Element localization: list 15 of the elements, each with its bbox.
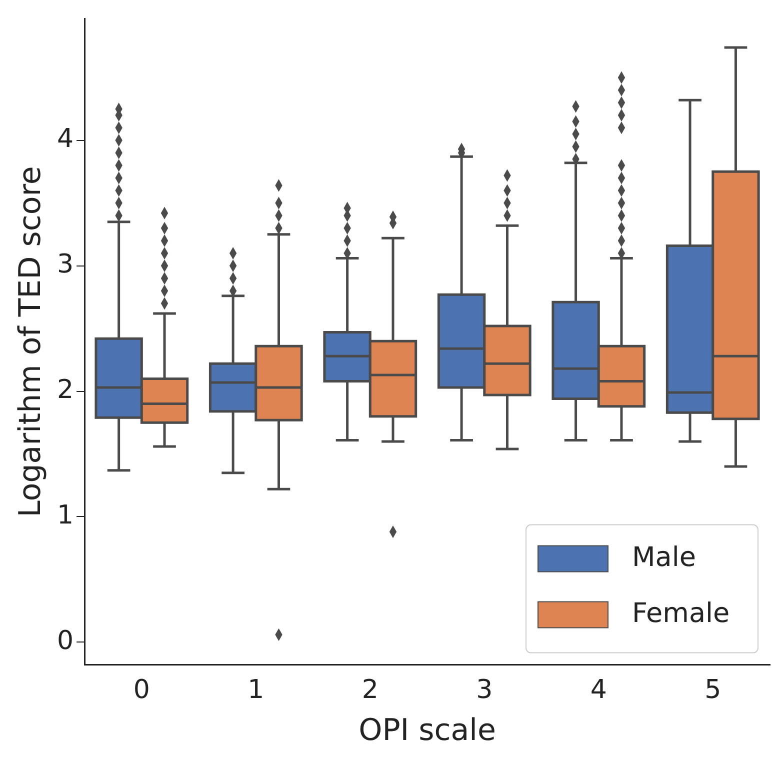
x-tick-label: 4: [590, 675, 607, 706]
y-tick-label: 4: [56, 124, 74, 154]
x-tick-label: 2: [362, 675, 378, 706]
x-tick-label: 3: [476, 675, 493, 706]
legend-label: Female: [632, 598, 730, 629]
x-tick-label: 0: [133, 675, 150, 706]
x-axis-title: OPI scale: [358, 712, 496, 748]
legend-label: Male: [632, 542, 696, 573]
y-tick-label: 1: [56, 500, 74, 530]
y-axis-title: Logarithm of TED score: [12, 166, 48, 518]
x-tick-label: 5: [704, 675, 722, 706]
y-tick-label: 3: [56, 250, 74, 280]
x-tick-label: 1: [248, 675, 264, 706]
y-tick-label: 2: [56, 375, 74, 406]
y-tick-label: 0: [56, 626, 74, 656]
